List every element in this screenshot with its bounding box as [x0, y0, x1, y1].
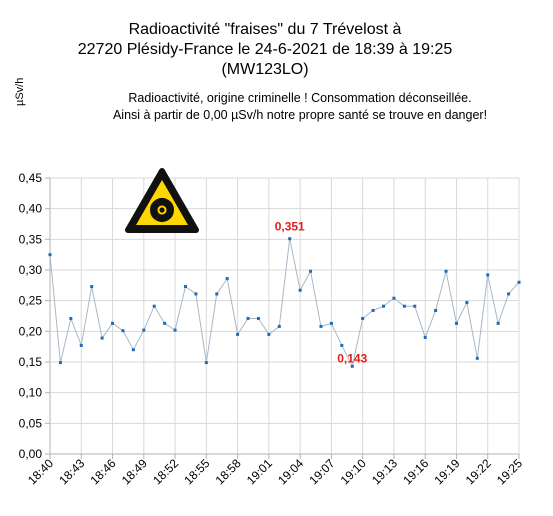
x-tick-label: 19:01: [244, 456, 275, 487]
data-point: [517, 280, 521, 284]
x-tick-label: 18:43: [56, 456, 87, 487]
chart-title: Radioactivité "fraises" du 7 Trévelost à…: [0, 20, 530, 80]
data-point: [225, 277, 229, 281]
data-point: [507, 292, 511, 296]
y-tick-label: 0,35: [19, 232, 43, 246]
data-point: [465, 301, 469, 305]
data-point: [350, 364, 354, 368]
x-tick-label: 19:13: [369, 456, 400, 487]
data-point: [152, 304, 156, 308]
data-point: [194, 292, 198, 296]
data-point: [423, 335, 427, 339]
data-point: [111, 321, 115, 325]
data-point: [288, 237, 292, 241]
data-point: [79, 343, 83, 347]
data-point: [90, 285, 94, 289]
grid-lines: [49, 177, 520, 455]
y-tick-label: 0,00: [19, 447, 43, 461]
data-point: [329, 321, 333, 325]
y-axis-ticks: 0,00 0,05 0,10 0,15 0,20 0,25 0,30 0,35 0,40 0,45: [19, 171, 50, 461]
data-labels: 0,351 0,143: [275, 220, 368, 366]
data-label: 0,351: [275, 220, 305, 234]
x-tick-label: 19:07: [306, 456, 337, 487]
data-label: 0,143: [337, 351, 367, 365]
series-line: [49, 238, 520, 368]
chart-title-line-1: Radioactivité "fraises" du 7 Trévelost à: [128, 21, 402, 38]
data-point: [163, 321, 167, 325]
y-tick-label: 0,10: [19, 386, 43, 400]
data-point: [402, 304, 406, 308]
data-point: [100, 336, 104, 340]
y-tick-label: 0,15: [19, 355, 43, 369]
data-point: [48, 253, 52, 257]
y-tick-label: 0,05: [19, 416, 43, 430]
data-point: [173, 328, 177, 332]
y-tick-label: 0,45: [19, 171, 43, 185]
x-tick-label: 18:58: [213, 456, 244, 487]
data-point: [267, 332, 271, 336]
x-tick-label: 18:46: [88, 456, 119, 487]
data-point: [340, 343, 344, 347]
x-tick-label: 19:25: [494, 456, 525, 487]
chart-subtitle-line-2: Ainsi à partir de 0,00 µSv/h notre propr…: [112, 108, 488, 122]
data-point: [496, 321, 500, 325]
data-point: [142, 328, 146, 332]
y-tick-label: 0,40: [19, 202, 43, 216]
x-tick-label: 18:49: [119, 456, 150, 487]
y-tick-label: 0,20: [19, 324, 43, 338]
data-point: [475, 356, 479, 360]
data-point: [361, 316, 365, 320]
data-point: [382, 304, 386, 308]
data-point: [486, 273, 490, 277]
data-point: [454, 321, 458, 325]
x-tick-label: 19:04: [275, 456, 306, 487]
data-point: [277, 324, 281, 328]
data-point: [204, 361, 208, 365]
data-point: [319, 324, 323, 328]
y-tick-label: 0,30: [19, 263, 43, 277]
data-point: [434, 308, 438, 312]
chart-title-line-3: (MW123LO): [221, 61, 309, 78]
x-tick-label: 18:52: [150, 456, 181, 487]
x-tick-label: 19:19: [431, 456, 462, 487]
chart-subtitle-line-1: Radioactivité, origine criminelle ! Cons…: [128, 91, 472, 105]
data-point: [131, 348, 135, 352]
x-tick-label: 19:22: [463, 456, 494, 487]
data-point: [444, 269, 448, 273]
axes: [49, 178, 519, 455]
x-tick-label: 19:16: [400, 456, 431, 487]
x-axis-ticks: 18:40 18:43 18:46 18:49 18:52 18:55 18:58 19:01…: [25, 454, 525, 487]
data-point: [309, 269, 313, 273]
data-point: [298, 288, 302, 292]
chart-subtitle: Radioactivité, origine criminelle ! Cons…: [60, 90, 540, 124]
data-series: [48, 237, 521, 368]
x-tick-label: 18:55: [181, 456, 212, 487]
data-point: [236, 332, 240, 336]
data-point: [58, 361, 62, 365]
data-point: [371, 308, 375, 312]
data-point: [392, 296, 396, 300]
data-point: [215, 292, 219, 296]
x-tick-label: 19:10: [338, 456, 369, 487]
data-point: [256, 316, 260, 320]
y-tick-label: 0,25: [19, 294, 43, 308]
chart-title-line-2: 22720 Plésidy-France le 24-6-2021 de 18:…: [77, 41, 453, 58]
data-point: [183, 285, 187, 289]
data-point: [69, 316, 73, 320]
data-point: [413, 304, 417, 308]
radiation-warning-icon: [125, 168, 199, 233]
data-point: [121, 329, 125, 333]
data-point: [246, 316, 250, 320]
